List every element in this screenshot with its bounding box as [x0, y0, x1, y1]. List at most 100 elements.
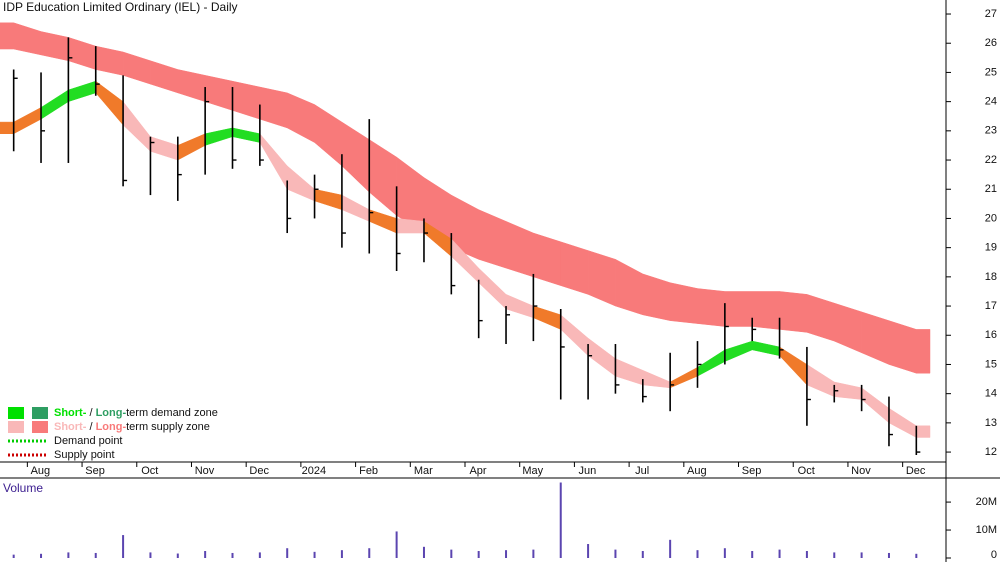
volume-bar — [559, 482, 562, 558]
y-tick-label: 10M — [976, 524, 997, 536]
x-tick-label: Dec — [906, 465, 926, 477]
legend-short: Short- — [54, 421, 87, 433]
x-tick-label: Jul — [635, 465, 649, 477]
band-segment — [779, 291, 808, 333]
y-tick-label: 13 — [985, 417, 997, 429]
x-tick-label: 2024 — [302, 465, 326, 477]
legend-swatch — [8, 407, 24, 419]
legend-label: Supply point — [54, 449, 115, 461]
axes: 12 13 14 15 16 17 18 19 20 21 22 23 24 25 26 27 Aug Sep Oc… — [26, 8, 997, 561]
band-segment — [669, 282, 698, 324]
y-tick-label: 14 — [985, 388, 997, 400]
volume-bar — [204, 551, 207, 558]
y-tick-label: 27 — [985, 8, 997, 20]
band-segment — [916, 329, 931, 374]
x-tick-label: Dec — [249, 465, 269, 477]
y-tick-label: 19 — [985, 242, 997, 254]
chart-title: IDP Education Limited Ordinary (IEL) - D… — [3, 0, 238, 14]
volume-bar — [915, 553, 918, 558]
x-tick-label: Oct — [798, 465, 815, 477]
volume-bar — [505, 550, 508, 558]
volume-bar — [422, 546, 425, 558]
legend-long: Long- — [96, 421, 127, 433]
volume-bar — [368, 548, 371, 558]
volume-bar — [587, 544, 590, 558]
x-tick-label: Aug — [687, 465, 707, 477]
band-segment — [724, 291, 753, 327]
x-tick-label: Sep — [742, 465, 762, 477]
x-tick-label: Mar — [414, 465, 433, 477]
volume-bar — [696, 550, 699, 558]
volume-bar — [669, 539, 672, 558]
volume-bar — [641, 551, 644, 558]
band-segment — [751, 291, 780, 330]
volume-bar — [751, 551, 754, 558]
volume-bar — [395, 531, 398, 558]
y-tick-label: 15 — [985, 358, 997, 370]
legend-swatch — [8, 421, 24, 433]
band-segment — [888, 320, 917, 374]
price-bars — [12, 37, 921, 558]
volume-bar — [176, 553, 179, 558]
volume-bar — [94, 552, 97, 558]
legend-short: Short- — [54, 407, 87, 419]
volume-bar — [778, 549, 781, 558]
y-tick-label: 20M — [976, 496, 997, 508]
bands — [0, 22, 931, 438]
x-tick-label: Sep — [85, 465, 105, 477]
y-tick-label: 25 — [985, 66, 997, 78]
y-tick-label: 18 — [985, 271, 997, 283]
y-tick-label: 24 — [985, 96, 997, 108]
legend-label: Short- / Long-term supply zone — [54, 421, 210, 433]
x-tick-label: Feb — [359, 465, 378, 477]
volume-bar — [286, 548, 289, 558]
legend-rest: term supply zone — [126, 421, 210, 433]
volume-bar — [614, 549, 617, 558]
band-segment — [533, 232, 561, 286]
band-segment — [560, 241, 589, 295]
volume-bar — [723, 548, 726, 558]
y-tick-label: 12 — [985, 446, 997, 458]
volume-bar — [532, 549, 535, 558]
legend-swatch — [32, 421, 48, 433]
legend-rest: term demand zone — [126, 407, 218, 419]
legend-label: Short- / Long-term demand zone — [54, 407, 218, 419]
volume-bar — [887, 552, 890, 558]
legend-swatch — [32, 407, 48, 419]
x-tick-label: Oct — [141, 465, 158, 477]
legend-sep: / — [86, 421, 95, 433]
x-tick-label: Jun — [579, 465, 597, 477]
x-tick-label: Nov — [195, 465, 215, 477]
volume-bar — [67, 552, 70, 558]
band-segment — [916, 425, 931, 438]
volume-bar — [340, 550, 343, 558]
x-tick-label: Nov — [851, 465, 871, 477]
volume-bar — [833, 552, 836, 558]
volume-bar — [40, 553, 43, 558]
volume-bar — [12, 554, 15, 558]
y-tick-label: 22 — [985, 154, 997, 166]
y-tick-label: 0 — [991, 549, 997, 561]
y-tick-label: 16 — [985, 329, 997, 341]
y-tick-label: 21 — [985, 183, 997, 195]
volume-title: Volume — [3, 481, 43, 495]
volume-bar — [231, 552, 234, 558]
volume-bar — [122, 535, 125, 558]
volume-bar — [313, 551, 316, 558]
legend-label: Demand point — [54, 435, 123, 447]
legend-long: Long- — [96, 407, 127, 419]
x-tick-label: May — [522, 465, 543, 477]
legend-sep: / — [86, 407, 95, 419]
y-tick-label: 17 — [985, 300, 997, 312]
y-tick-label: 23 — [985, 125, 997, 137]
volume-bar — [805, 551, 808, 558]
y-tick-label: 20 — [985, 212, 997, 224]
volume-bar — [450, 549, 453, 558]
x-tick-label: Aug — [31, 465, 51, 477]
band-segment — [697, 288, 726, 327]
y-tick-label: 26 — [985, 37, 997, 49]
